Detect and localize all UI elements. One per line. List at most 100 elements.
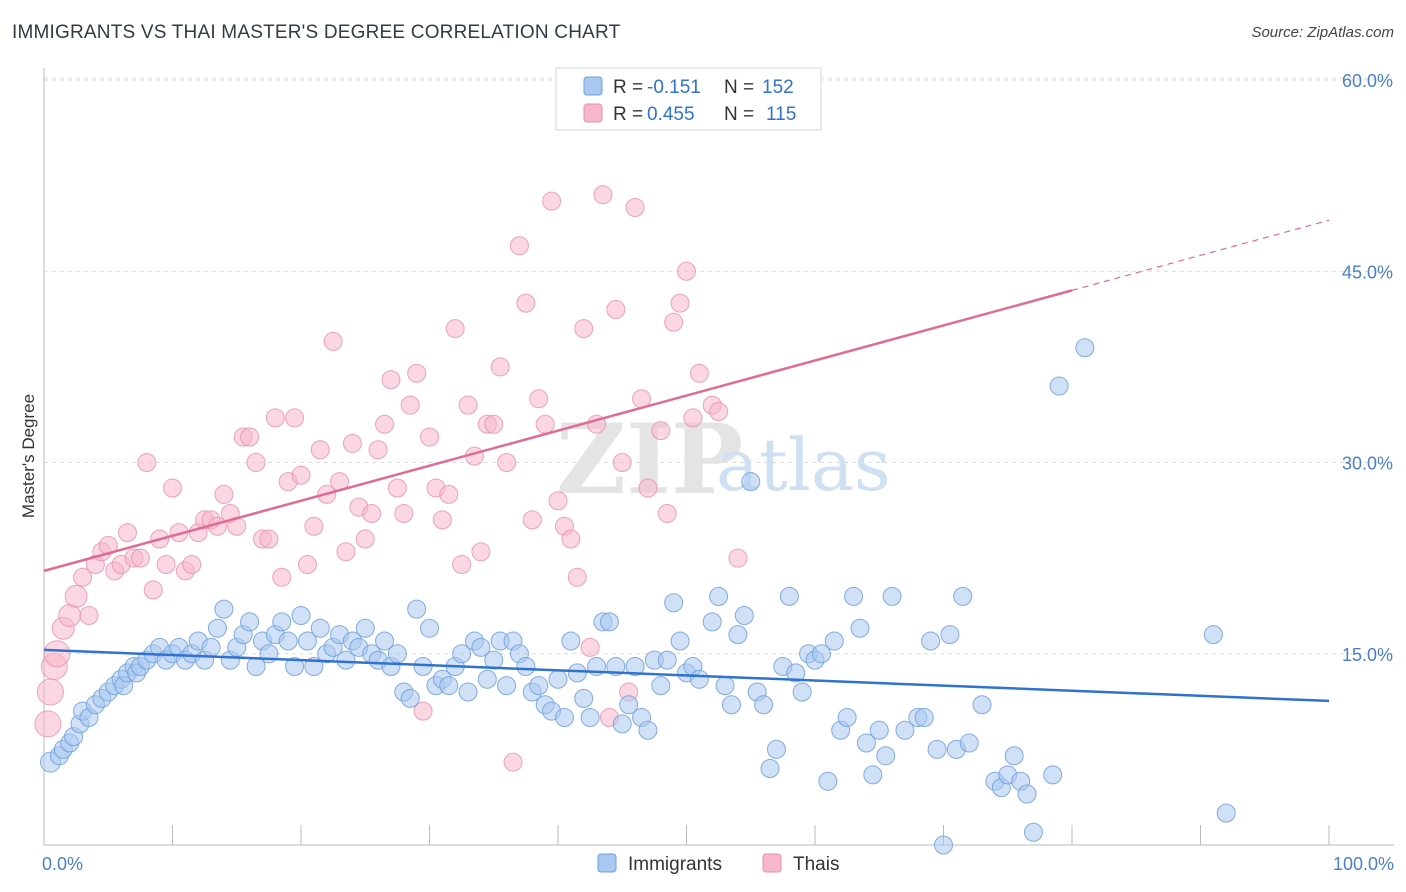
immigrants-point-117 [779,586,799,606]
immigrants-point-41 [285,657,305,676]
immigrants-point-28 [201,637,221,657]
legend-n-value-thais: 115 [766,104,796,125]
thais-point-54 [375,414,395,434]
thais-point-71 [484,414,504,434]
immigrants-point-71 [477,669,497,689]
x-ticks [43,825,1330,845]
watermark: ZIP atlas [556,403,891,516]
immigrants-point-140 [940,625,960,645]
thais-point-84 [567,567,587,587]
thais-point-102 [689,363,709,383]
thais-point-98 [664,312,684,332]
thais-point-24 [182,555,202,574]
immigrants-point-67 [452,644,472,664]
thais-point-38 [272,567,292,587]
bottom-legend: Immigrants Thais [597,853,839,875]
immigrants-point-83 [554,708,574,727]
x-tick-labels: 0.0% 100.0% [42,854,1394,874]
thais-point-77 [522,510,542,530]
thais-point-29 [214,484,234,504]
immigrants-point-123 [818,771,838,791]
immigrants-point-104 [689,669,709,689]
immigrants-point-70 [471,637,491,657]
immigrants-point-101 [670,631,690,651]
immigrants-point-151 [1023,822,1043,842]
legend-n-value-immigrants: 152 [762,77,794,98]
immigrants-point-126 [837,708,857,727]
thais-point-58 [400,395,420,415]
immigrants-point-110 [734,606,754,625]
gridlines [44,77,1394,655]
immigrants-point-106 [709,586,729,606]
immigrants-point-155 [1203,625,1223,645]
thais-point-21 [163,478,182,498]
thais-point-6 [64,584,88,608]
thais-point-72 [490,357,510,377]
thais-point-65 [445,319,465,339]
thais-point-52 [362,504,382,523]
thais-point-99 [670,293,690,313]
thais-point-74 [503,752,523,772]
immigrants-point-82 [548,669,568,689]
legend-swatch-immigrants [583,76,603,96]
thais-point-90 [606,300,626,319]
y-axis-label: Master's Degree [19,394,38,518]
thais-point-81 [548,491,568,511]
chart-title: IMMIGRANTS VS THAI MASTER'S DEGREE CORRE… [12,22,621,43]
immigrants-point-132 [876,746,896,766]
y-tick-label-15: 15.0% [1342,645,1393,665]
thais-point-14 [118,523,138,543]
immigrants-point-86 [574,688,594,708]
thais-point-44 [310,440,330,460]
legend: R = -0.151 N = 152 R = 0.455 N = 115 [555,67,822,131]
immigrants-point-111 [741,472,761,492]
immigrants-point-79 [529,676,549,696]
thais-point-53 [368,440,388,460]
immigrants-point-45 [310,618,330,638]
immigrants-point-142 [953,586,973,606]
immigrants-point-91 [606,657,626,676]
immigrants-point-122 [811,644,831,664]
immigrants-point-74 [497,676,517,696]
immigrants-point-52 [355,618,375,638]
thais-point-96 [651,421,671,441]
immigrants-point-68 [458,682,478,702]
immigrants-point-114 [760,759,780,778]
y-tick-label-30: 30.0% [1342,454,1393,474]
immigrants-point-124 [824,631,844,651]
immigrants-point-72 [484,650,504,670]
thais-point-95 [638,478,658,498]
immigrants-point-115 [766,739,786,759]
immigrants-point-108 [721,695,741,715]
thais-point-18 [143,580,163,600]
immigrants-point-61 [413,657,433,676]
immigrants-point-90 [599,612,619,632]
immigrants-point-152 [1043,765,1063,785]
thais-point-64 [439,484,459,504]
immigrants-point-59 [400,688,420,708]
thais-point-80 [542,191,562,211]
bottom-legend-label-immigrants: Immigrants [628,854,722,875]
immigrants-point-138 [927,739,947,759]
immigrants-point-107 [715,676,735,696]
immigrants-point-137 [921,631,941,651]
immigrants-point-87 [580,708,600,727]
bottom-legend-swatch-thais [762,853,782,873]
immigrants-point-129 [856,733,876,753]
thais-point-101 [683,408,703,428]
immigrants-point-49 [336,650,356,670]
immigrants-point-98 [651,676,671,696]
legend-n-label-immigrants: N = [724,77,754,98]
immigrants-trendline [43,648,1330,703]
immigrants-point-113 [754,695,774,715]
immigrants-point-77 [516,657,536,676]
immigrants-point-130 [863,765,883,785]
thais-point-69 [471,542,491,562]
thais-point-46 [323,331,343,351]
x-tick-label-min: 0.0% [42,854,83,874]
immigrants-point-96 [638,720,658,740]
thais-point-78 [529,389,549,409]
thais-point-48 [336,542,356,562]
thais-point-73 [497,453,517,472]
